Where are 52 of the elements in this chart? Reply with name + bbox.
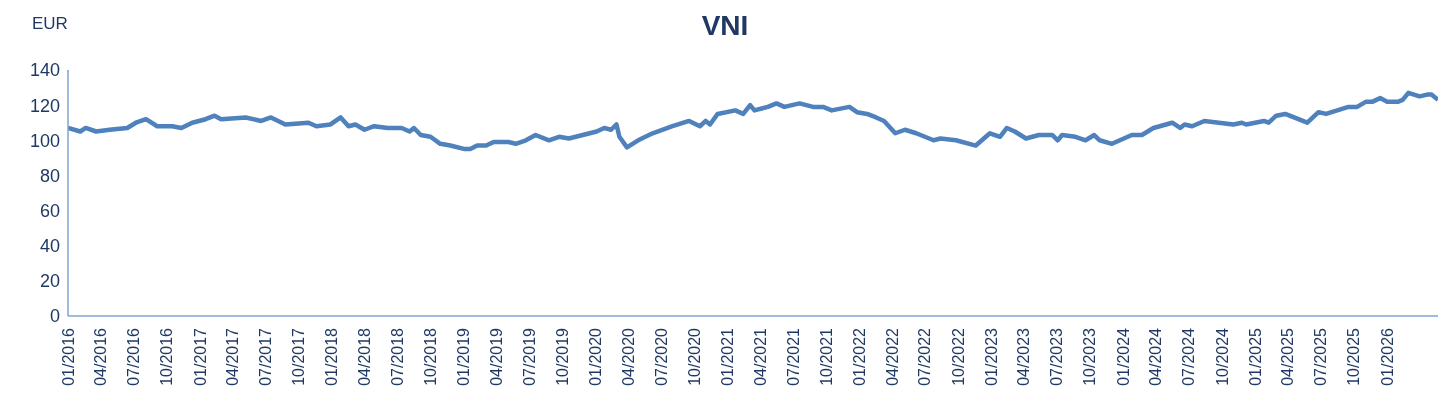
x-tick-label: 10/2022 (949, 327, 967, 386)
x-tick-label: 04/2025 (1279, 327, 1297, 386)
x-tick-label: 01/2021 (719, 327, 737, 386)
x-tick-label: 07/2018 (388, 327, 406, 386)
x-tick-label: 04/2020 (619, 327, 637, 386)
x-tick-label: 04/2018 (355, 327, 373, 386)
y-tick-label: 40 (39, 236, 60, 257)
x-tick-label: 01/2025 (1246, 327, 1264, 386)
x-tick-label: 01/2024 (1114, 327, 1132, 386)
y-tick-label: 120 (29, 95, 60, 116)
x-tick-label: 07/2023 (1048, 327, 1066, 386)
x-tick-label: 04/2021 (751, 327, 769, 386)
x-tick-label: 07/2024 (1180, 327, 1198, 386)
x-tick-label: 04/2017 (224, 327, 242, 386)
x-tick-label: 10/2019 (553, 327, 571, 386)
x-tick-label: 01/2026 (1378, 327, 1396, 386)
x-tick-label: 04/2023 (1015, 327, 1033, 386)
x-tick-label: 10/2017 (290, 327, 308, 386)
y-tick-label: 60 (39, 200, 60, 221)
x-tick-label: 10/2023 (1081, 327, 1099, 386)
y-tick-label: 0 (49, 306, 60, 327)
x-tick-label: 07/2017 (257, 327, 275, 386)
x-tick-label: 07/2025 (1312, 327, 1330, 386)
x-tick-label: 10/2018 (422, 327, 440, 386)
x-tick-label: 10/2020 (686, 327, 703, 386)
x-tick-label: 01/2016 (59, 327, 77, 386)
x-tick-label: 10/2021 (817, 327, 835, 386)
line-series (68, 90, 1438, 152)
x-tick-label: 10/2024 (1213, 327, 1231, 386)
x-tick-label: 10/2025 (1345, 327, 1363, 386)
y-axis-title: EUR (32, 14, 68, 34)
x-tick-label: 10/2016 (158, 327, 176, 386)
y-tick-label: 100 (29, 130, 60, 151)
x-tick-label: 04/2022 (883, 327, 901, 386)
y-tick-label: 80 (39, 165, 60, 186)
x-tick-label: 07/2021 (784, 327, 802, 386)
x-tick-label: 01/2023 (982, 327, 1000, 386)
x-tick-label: 07/2019 (520, 327, 538, 386)
x-tick-label: 07/2020 (652, 327, 670, 386)
x-tick-label: 07/2022 (916, 327, 934, 386)
x-tick-label: 01/2018 (323, 327, 341, 386)
x-tick-label: 01/2017 (191, 327, 209, 386)
chart-title: VNI (701, 10, 749, 41)
x-tick-label: 07/2016 (125, 327, 143, 386)
x-tick-label: 04/2016 (92, 327, 110, 386)
x-tick-label: 04/2019 (487, 327, 505, 386)
x-tick-label: 04/2024 (1147, 327, 1165, 386)
y-tick-label: 20 (39, 271, 60, 292)
y-tick-label: 140 (29, 60, 60, 81)
x-tick-label: 01/2020 (587, 327, 605, 386)
x-tick-label: 01/2022 (851, 327, 869, 386)
x-tick-label: 01/2019 (455, 327, 473, 386)
